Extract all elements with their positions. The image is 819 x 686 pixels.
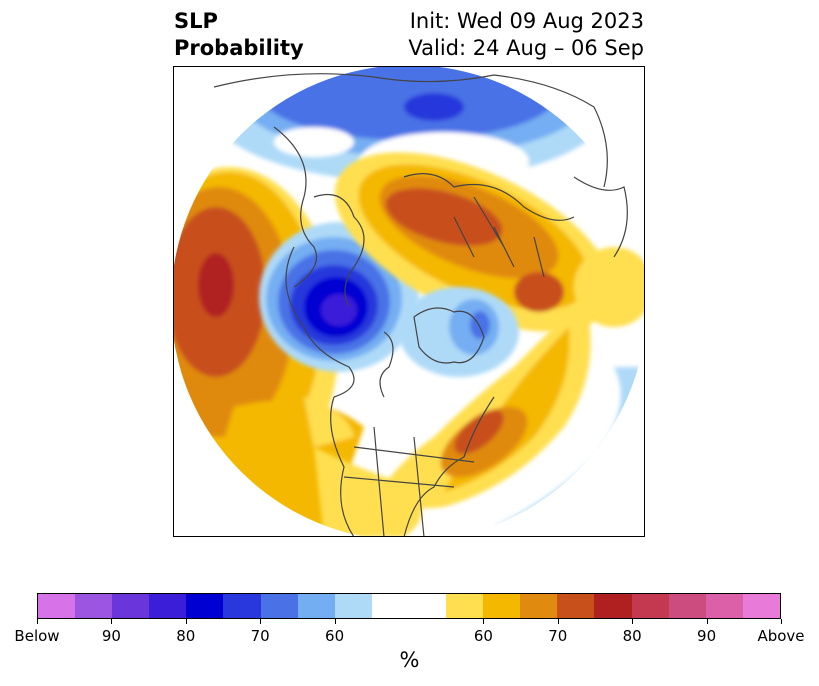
title-type: Probability: [174, 36, 304, 60]
init-date: Init: Wed 09 Aug 2023: [409, 9, 644, 33]
colorbar-segment: [149, 594, 187, 618]
colorbar-tick-label: 70: [548, 627, 568, 645]
colorbar-tick-mark: [632, 619, 634, 624]
colorbar-tick-mark: [260, 619, 262, 624]
title-right: Init: Wed 09 Aug 2023 Valid: 24 Aug – 06…: [408, 8, 644, 62]
colorbar-tick-label: Below: [14, 627, 60, 645]
valid-range: Valid: 24 Aug – 06 Sep: [408, 36, 644, 60]
colorbar-segment: [446, 594, 484, 618]
colorbar-segment: [38, 594, 76, 618]
colorbar-tick-mark: [334, 619, 336, 624]
colorbar-segment: [112, 594, 150, 618]
colorbar: [37, 593, 781, 619]
colorbar-segment: [668, 594, 706, 618]
colorbar-tick-label: 80: [622, 627, 642, 645]
title-left: SLP Probability: [174, 8, 304, 62]
colorbar-tick-label: 60: [473, 627, 493, 645]
probability-map: [174, 67, 644, 536]
siberia-above-region: [334, 152, 644, 332]
colorbar-tick-mark: [483, 619, 485, 624]
colorbar-segment: [483, 594, 521, 618]
colorbar-tick-mark: [111, 619, 113, 624]
colorbar-tick-label: 70: [250, 627, 270, 645]
colorbar-segment: [742, 594, 780, 618]
colorbar-tick-mark: [37, 619, 38, 624]
colorbar-segment: [705, 594, 743, 618]
colorbar-tick-mark: [557, 619, 559, 624]
coastlines: [213, 73, 628, 536]
colorbar-segment: [371, 594, 409, 618]
shaded-field: [174, 67, 644, 536]
colorbar-tick-label: 90: [101, 627, 121, 645]
map-panel: [173, 66, 645, 537]
colorbar-tick-mark: [706, 619, 708, 624]
colorbar-segment: [631, 594, 669, 618]
title-variable: SLP: [174, 9, 218, 33]
colorbar-segment: [594, 594, 632, 618]
colorbar-tick-label: 60: [325, 627, 345, 645]
colorbar-segment: [260, 594, 298, 618]
colorbar-tick-label: 80: [176, 627, 196, 645]
colorbar-unit-label: %: [399, 648, 420, 672]
alaska-below-region: [259, 222, 419, 372]
colorbar-segment: [223, 594, 261, 618]
colorbar-tick-label: 90: [697, 627, 717, 645]
atlantic-above-region: [314, 297, 591, 536]
colorbar-segment: [408, 594, 447, 618]
colorbar-segment: [186, 594, 224, 618]
colorbar-tick-mark: [781, 619, 782, 624]
colorbar-segment: [334, 594, 372, 618]
colorbar-tick-mark: [185, 619, 187, 624]
colorbar-tick-label: Above: [757, 627, 805, 645]
colorbar-segment: [75, 594, 113, 618]
colorbar-segment: [297, 594, 335, 618]
colorbar-segment: [557, 594, 595, 618]
colorbar-segment: [520, 594, 558, 618]
